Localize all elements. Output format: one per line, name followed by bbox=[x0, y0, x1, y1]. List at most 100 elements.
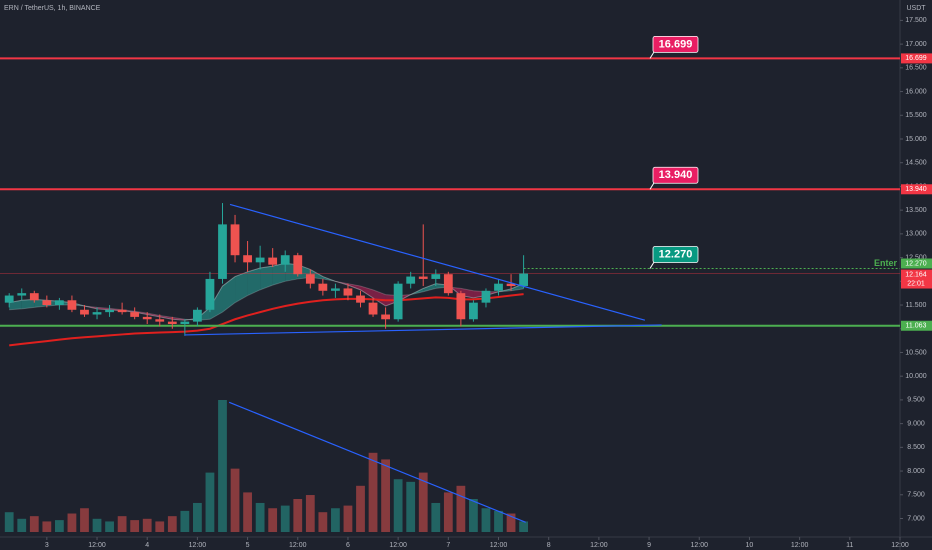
candle-body bbox=[456, 293, 466, 320]
volume-bar bbox=[193, 502, 202, 532]
volume-bar bbox=[381, 459, 390, 532]
tag-label: 16.699 bbox=[659, 38, 693, 50]
volume-bar bbox=[155, 521, 165, 532]
y-tick-label: 8.500 bbox=[907, 444, 925, 451]
volume-bar bbox=[519, 521, 528, 532]
chart-title: ERN / TetherUS, 1h, BINANCE bbox=[4, 5, 101, 12]
axis-price-box bbox=[901, 184, 932, 195]
y-tick-label: 7.000 bbox=[907, 515, 925, 522]
x-tick-label: 4 bbox=[145, 542, 149, 549]
candle-body bbox=[293, 255, 303, 275]
volume-bar bbox=[280, 505, 290, 532]
y-tick-label: 9.000 bbox=[907, 420, 925, 427]
price-tag: 16.699 bbox=[649, 35, 699, 59]
volume-bar bbox=[54, 520, 64, 532]
volume-bar bbox=[4, 512, 14, 532]
candle-body bbox=[230, 224, 240, 256]
ribbon-segment bbox=[272, 263, 286, 286]
y-tick-label: 12.500 bbox=[905, 254, 927, 261]
x-tick-label: 9 bbox=[647, 542, 651, 549]
volume-bar bbox=[268, 508, 278, 532]
ribbon-segment bbox=[347, 283, 361, 290]
candle-body bbox=[205, 278, 215, 310]
axis-price-box bbox=[901, 258, 932, 269]
tag-label: 12.270 bbox=[659, 248, 693, 260]
candle-body bbox=[519, 273, 528, 287]
ribbon-segment bbox=[172, 317, 185, 321]
ribbon-segment bbox=[235, 271, 248, 303]
ribbon-segment bbox=[260, 266, 273, 290]
candle-body bbox=[469, 302, 478, 320]
volume-bar bbox=[117, 516, 127, 532]
volume-bar bbox=[293, 499, 303, 532]
trendline bbox=[228, 401, 526, 523]
y-tick-label: 16.000 bbox=[905, 88, 927, 95]
y-tick-label: 9.500 bbox=[907, 397, 925, 404]
axis-price-label: 11.063 bbox=[906, 323, 927, 330]
x-tick-label: 7 bbox=[446, 542, 450, 549]
volume-bar bbox=[29, 516, 39, 532]
candle-body bbox=[155, 319, 165, 322]
candle-body bbox=[42, 300, 52, 306]
candle-body bbox=[243, 255, 252, 263]
candle-body bbox=[54, 300, 64, 306]
volume-bar bbox=[92, 518, 102, 532]
volume-bar bbox=[205, 472, 215, 532]
volume-bar bbox=[230, 468, 240, 532]
ribbon-segment bbox=[84, 305, 98, 309]
y-tick-label: 16.500 bbox=[905, 65, 927, 72]
volume-bar bbox=[343, 505, 353, 532]
ribbon-segment bbox=[335, 281, 348, 286]
y-tick-label: 7.500 bbox=[907, 492, 925, 499]
y-tick-label: 13.500 bbox=[905, 207, 927, 214]
candle-body bbox=[418, 276, 428, 279]
ribbon-segment bbox=[247, 268, 261, 296]
x-tick-label: 12:00 bbox=[791, 542, 809, 549]
candle-body bbox=[431, 274, 441, 279]
volume-bar bbox=[318, 512, 328, 532]
candle-body bbox=[80, 309, 89, 315]
currency-label: USDT bbox=[906, 5, 926, 12]
candle-body bbox=[406, 276, 416, 284]
candle-body bbox=[381, 314, 390, 320]
ribbon-segment bbox=[373, 289, 386, 306]
axis-price-label: 12.270 bbox=[905, 260, 927, 267]
ribbon-segment bbox=[498, 288, 512, 292]
axis-price-box bbox=[901, 269, 932, 289]
volume-bar bbox=[469, 499, 478, 532]
candle-body bbox=[29, 293, 39, 301]
axis-price-label: 13.940 bbox=[905, 186, 927, 193]
x-tick-label: 12:00 bbox=[189, 542, 207, 549]
candle-body bbox=[193, 309, 202, 322]
candle-body bbox=[443, 274, 453, 294]
candle-body bbox=[393, 283, 403, 320]
axis-price-label: 12.164 bbox=[905, 271, 927, 278]
ribbon-line bbox=[9, 262, 524, 321]
candle-body bbox=[105, 309, 114, 313]
ribbon-segment bbox=[322, 276, 336, 282]
volume-bar bbox=[180, 510, 190, 532]
y-tick-label: 11.500 bbox=[906, 302, 927, 309]
volume-bar bbox=[167, 516, 177, 532]
volume-bar bbox=[418, 472, 428, 532]
volume-bar bbox=[17, 518, 27, 532]
x-tick-label: 11 bbox=[846, 542, 853, 549]
candle-body bbox=[167, 321, 177, 325]
x-tick-label: 8 bbox=[547, 542, 551, 549]
volume-bar bbox=[356, 485, 365, 532]
candle-body bbox=[17, 293, 27, 296]
x-tick-label: 12:00 bbox=[389, 542, 407, 549]
candle-body bbox=[343, 288, 353, 296]
tag-box bbox=[652, 166, 699, 184]
y-tick-label: 15.000 bbox=[905, 136, 927, 143]
y-tick-label: 8.000 bbox=[907, 468, 925, 475]
volume-bar bbox=[255, 502, 265, 532]
y-tick-label: 15.500 bbox=[905, 112, 927, 119]
candle-body bbox=[368, 302, 378, 315]
ribbon-line bbox=[9, 277, 524, 321]
price-tag: 13.940 bbox=[649, 166, 699, 190]
x-tick-label: 12:00 bbox=[88, 542, 106, 549]
candle-body bbox=[506, 283, 516, 287]
